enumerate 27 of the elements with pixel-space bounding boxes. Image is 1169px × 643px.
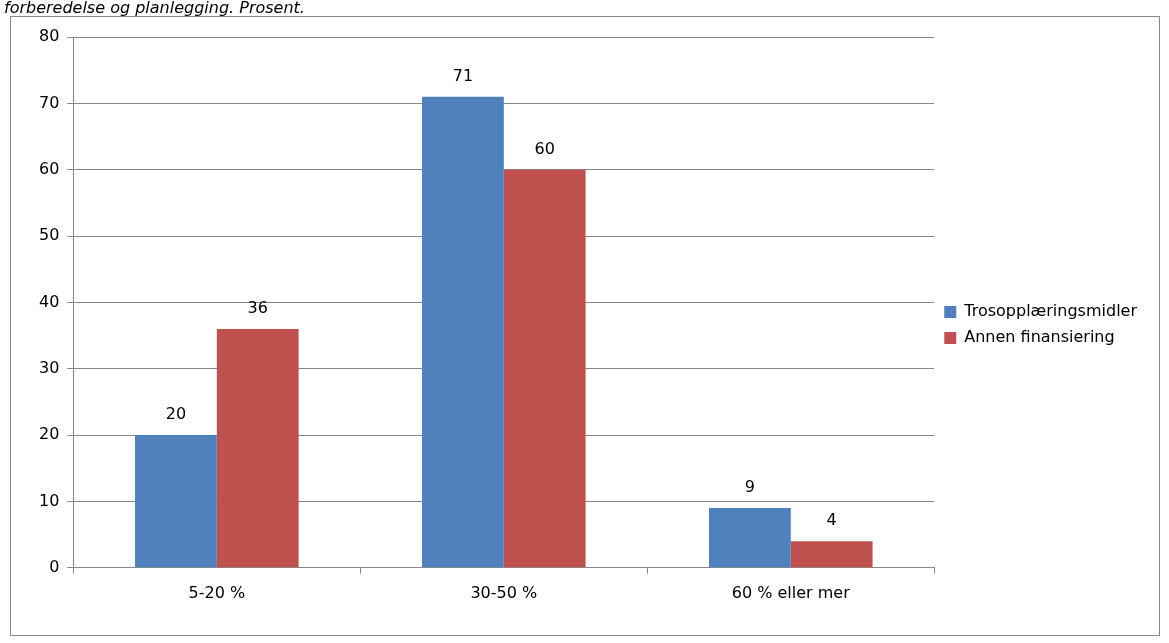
data-label: 36 <box>247 298 268 318</box>
bar <box>503 169 586 568</box>
data-label: 20 <box>165 404 187 424</box>
y-tick-label: 20 <box>39 424 60 444</box>
y-tick-label: 10 <box>39 490 60 510</box>
bar <box>422 96 504 568</box>
y-tick-label: 30 <box>39 357 60 377</box>
legend-label: Annen finansiering <box>964 327 1115 347</box>
y-tick-label: 0 <box>49 556 60 576</box>
y-tick-label: 40 <box>39 291 60 311</box>
x-tick-label: 30-50 % <box>470 582 538 602</box>
data-label: 9 <box>744 477 755 497</box>
data-label: 60 <box>534 138 555 158</box>
bar <box>135 435 217 568</box>
bar <box>790 541 873 568</box>
y-tick-label: 70 <box>39 92 60 112</box>
bar <box>708 508 791 568</box>
x-tick-label: 60 % eller mer <box>731 582 851 602</box>
bar <box>216 328 299 568</box>
x-tick-label: 5-20 % <box>188 582 246 602</box>
legend-label: Trosopplæringsmidler <box>963 301 1138 321</box>
y-tick-label: 80 <box>39 26 60 46</box>
data-label: 4 <box>826 510 837 530</box>
y-tick-label: 60 <box>39 158 60 178</box>
chart-title: forberedelse og planlegging. Prosent. <box>4 0 305 17</box>
data-label: 71 <box>452 65 474 85</box>
y-tick-label: 50 <box>39 225 60 245</box>
